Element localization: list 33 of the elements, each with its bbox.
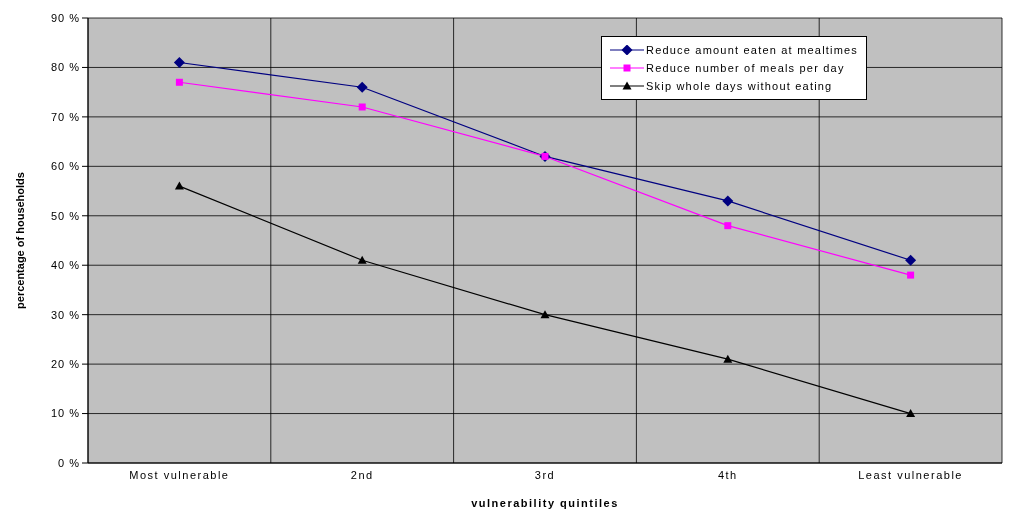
x-axis-title: vulnerability quintiles (471, 497, 619, 509)
y-axis-title: percentage of households (13, 172, 26, 309)
point (906, 409, 916, 418)
point (540, 310, 550, 319)
point (724, 222, 732, 230)
y-tick-label: 90 % (50, 11, 80, 24)
x-tick-label: 2nd (350, 468, 374, 481)
legend-label: Skip whole days without eating (646, 80, 833, 92)
y-tick-label: 60 % (50, 160, 80, 173)
legend-label: Reduce amount eaten at mealtimes (646, 44, 859, 56)
x-tick-label: Most vulnerable (129, 468, 230, 481)
y-tick-label: 40 % (50, 259, 80, 272)
point (175, 78, 183, 86)
point (358, 103, 366, 111)
y-tick-label: 70 % (50, 110, 80, 123)
x-tick-label: Least vulnerable (858, 468, 963, 481)
legend-label: Reduce number of meals per day (646, 62, 845, 74)
x-tick-label: 4th (717, 468, 738, 481)
point (357, 255, 367, 264)
y-tick-label: 20 % (50, 358, 80, 371)
y-tick-label: 30 % (50, 308, 80, 321)
point (356, 81, 368, 93)
y-tick-label: 0 % (58, 456, 80, 469)
point (905, 254, 917, 266)
x-tick-label: 3rd (534, 468, 556, 481)
point (173, 57, 185, 68)
point (722, 195, 734, 207)
point (723, 354, 733, 363)
y-tick-label: 80 % (50, 61, 80, 74)
y-tick-label: 50 % (50, 209, 80, 222)
y-tick-label: 10 % (50, 407, 80, 420)
point (907, 271, 915, 279)
point (174, 181, 184, 190)
